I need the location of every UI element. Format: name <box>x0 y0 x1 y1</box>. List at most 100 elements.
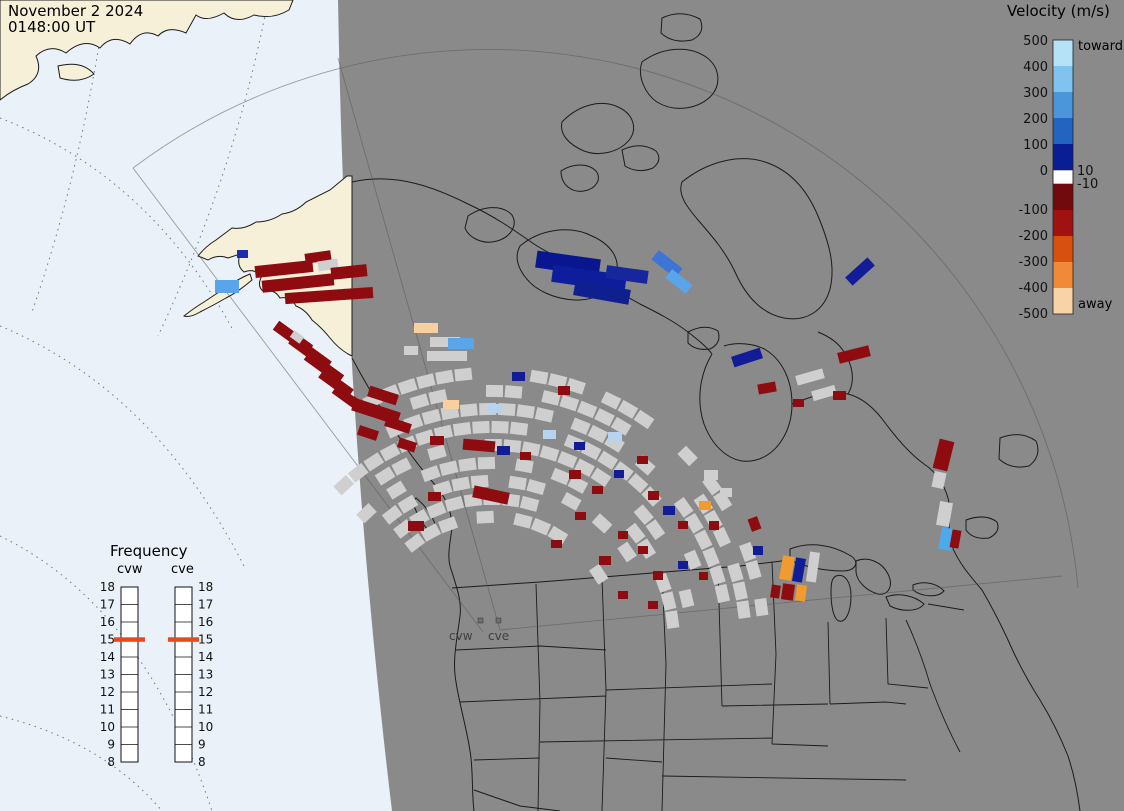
ground-scatter-cell <box>557 450 578 469</box>
ground-scatter-cell <box>451 476 471 492</box>
ground-scatter-cell <box>420 465 441 483</box>
ground-scatter-cell <box>452 421 472 437</box>
ground-scatter-cell <box>736 600 751 619</box>
ground-scatter-cell <box>539 445 560 462</box>
velocity-cell <box>443 400 459 409</box>
velocity-tick-label: -200 <box>1018 229 1048 244</box>
ground-scatter-cell <box>363 452 385 472</box>
velocity-cell <box>637 456 648 464</box>
arctic-island-3 <box>560 164 599 192</box>
ground-scatter-cell <box>333 474 355 496</box>
ground-scatter-cell <box>427 444 447 461</box>
velocity-cell <box>472 485 510 505</box>
ground-scatter-cell <box>504 385 523 399</box>
radar-site-cvw-marker <box>477 617 484 624</box>
velocity-cells-layer <box>215 250 962 609</box>
ground-scatter-cell <box>712 526 731 548</box>
ground-scatter-cell <box>660 591 677 611</box>
ground-scatter-cell <box>541 390 561 406</box>
velocity-cell <box>551 540 562 548</box>
velocity-cell <box>651 250 683 278</box>
land-chukotka <box>0 0 294 101</box>
velocity-legend-title: Velocity (m/s) <box>1007 2 1110 20</box>
velocity-cell <box>289 330 305 344</box>
velocity-tick-label: -300 <box>1018 255 1048 270</box>
ground-scatter-cell <box>684 512 704 534</box>
frequency-tick-label: 8 <box>198 755 206 769</box>
ground-scatter-cell <box>645 519 666 541</box>
radar-site-cve-marker <box>495 617 502 624</box>
ground-scatter-cell <box>476 510 495 524</box>
colorbar-toward-segment <box>1053 144 1073 170</box>
ground-scatter-cell <box>590 467 612 487</box>
away-label: away <box>1078 297 1113 312</box>
frequency-tick-label: 12 <box>100 685 115 699</box>
ground-scatter-cell <box>732 581 748 601</box>
ground-scatter-cell <box>416 373 436 390</box>
coastline-east-south <box>981 589 1081 811</box>
frequency-tick-label: 9 <box>198 738 206 752</box>
frequency-tick-label: 10 <box>198 720 213 734</box>
velocity-cell <box>936 501 953 527</box>
velocity-colorbar: 500 400 300 200 100 0 -100 -200 -300 -400 -500 10-1… <box>1018 34 1098 322</box>
velocity-cell <box>791 557 807 583</box>
baffin-island <box>680 158 833 320</box>
velocity-cell <box>780 583 796 601</box>
frequency-tick-label: 17 <box>100 598 115 612</box>
velocity-cell <box>837 345 871 364</box>
colorbar-toward-segment <box>1053 118 1073 144</box>
velocity-cell <box>330 264 368 280</box>
ground-scatter-cell <box>754 597 769 617</box>
lake-erie <box>885 594 925 611</box>
frequency-tick-label: 15 <box>198 633 213 647</box>
velocity-cell <box>779 555 795 581</box>
velocity-cell <box>648 601 658 609</box>
frequency-tick-label: 9 <box>107 738 115 752</box>
velocity-tick-label: 400 <box>1023 60 1048 75</box>
ground-scatter-cell <box>633 504 654 526</box>
ground-scatter-cell <box>347 462 369 483</box>
velocity-cell <box>793 399 804 407</box>
ground-scatter-cell <box>574 458 595 477</box>
frequency-tick-label: 12 <box>198 685 213 699</box>
ground-scatter-cell <box>633 409 655 430</box>
velocity-tick-label: 300 <box>1023 86 1048 101</box>
ground-scatter-cell <box>529 369 549 385</box>
frequency-scales: 18 18 17 17 16 16 15 15 14 14 13 13 12 12 11 11 10 10 9 9 8 8 <box>100 580 214 769</box>
colorbar-toward-segment <box>1053 66 1073 92</box>
frequency-tick-label: 13 <box>100 668 115 682</box>
ground-scatter-cell <box>381 504 403 525</box>
ground-scatter-cell <box>627 472 649 494</box>
velocity-cell <box>795 368 825 386</box>
frequency-legend-title: Frequency <box>110 542 188 560</box>
velocity-tick-label: 10 <box>1077 164 1094 179</box>
colorbar-toward-segment <box>1053 92 1073 118</box>
ground-scatter-cell <box>516 404 535 419</box>
ground-scatter-cell <box>610 416 632 436</box>
frequency-tick-label: 11 <box>198 703 213 717</box>
frequency-tick-label: 11 <box>100 703 115 717</box>
ground-scatter-cell <box>591 513 613 534</box>
ground-scatter-cell <box>727 562 744 583</box>
ground-scatter-cell <box>435 369 454 385</box>
velocity-cell <box>599 556 611 565</box>
velocity-cell <box>284 288 346 305</box>
velocity-tick-label: -500 <box>1018 307 1048 322</box>
ground-scatter-cell <box>530 517 552 536</box>
ground-scatter-cell <box>509 421 529 436</box>
velocity-cell <box>592 486 603 494</box>
date-label: November 2 2024 <box>8 2 144 20</box>
state-borders <box>455 561 961 811</box>
velocity-tick-label: -400 <box>1018 281 1048 296</box>
velocity-cell <box>931 470 947 490</box>
velocity-cell <box>678 561 688 569</box>
velocity-cell <box>573 280 631 305</box>
ground-scatter-cell <box>497 402 516 416</box>
newfoundland <box>998 434 1039 468</box>
velocity-cell <box>430 436 444 445</box>
ground-scatter-cell <box>534 407 554 423</box>
ground-scatter-cell <box>739 541 757 562</box>
velocity-cell <box>699 572 708 580</box>
ground-scatter-cell <box>519 495 540 512</box>
velocity-cell <box>618 531 628 539</box>
